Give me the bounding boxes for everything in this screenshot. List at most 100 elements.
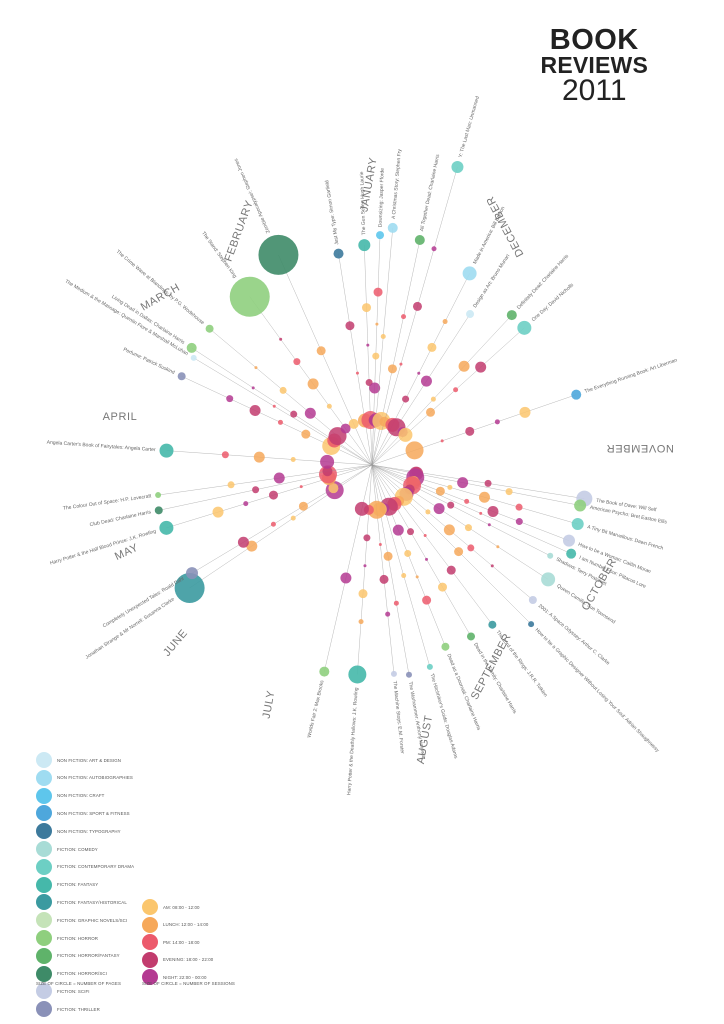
session-dot: [246, 540, 258, 552]
session-dot: [299, 485, 303, 489]
book-label: Made in America: Bill Bryson: [472, 206, 506, 266]
session-dot: [363, 564, 367, 568]
session-dot: [237, 536, 249, 548]
session-dot: [369, 382, 381, 394]
session-dot: [496, 545, 500, 549]
session-dot: [478, 491, 490, 503]
book-label: Angela Carter's Book of Fairytales: Ange…: [46, 440, 156, 454]
book-circle: [562, 534, 575, 547]
book-circle: [547, 552, 554, 559]
session-dot: [393, 600, 399, 606]
session-dot: [307, 378, 319, 390]
session-dot: [304, 407, 316, 419]
session-dot: [487, 505, 499, 517]
book-label: How to be a Graphic Designer Without Los…: [534, 627, 661, 754]
book-label: The Gun Seller: Hugh Laurie: [359, 171, 367, 235]
book-circle: [390, 670, 397, 677]
session-dot: [375, 322, 379, 326]
book-label: Definitely Dead: Charlaine Harris: [516, 253, 570, 311]
book-label: Harry Potter & the Half Blood Prince: J.…: [49, 528, 157, 566]
session-dot: [326, 403, 332, 409]
book-circle: [358, 239, 371, 252]
book-circle: [154, 506, 163, 515]
session-dot: [328, 483, 339, 494]
session-dot: [254, 366, 258, 370]
book-circle: [426, 663, 433, 670]
book-circle: [566, 548, 577, 559]
session-dot: [387, 364, 397, 374]
book-circle: [414, 235, 425, 246]
session-dot: [490, 564, 494, 568]
book-label: Perfume: Patrick Suskind: [122, 347, 176, 376]
session-dot: [293, 358, 301, 366]
session-dot: [340, 572, 352, 584]
book-label: The Colour Out of Space: H.P. Lovecraft: [63, 493, 153, 511]
session-dot: [380, 333, 386, 339]
session-dot: [438, 582, 447, 592]
book-circle: [174, 573, 205, 604]
book-label: The Machine Stops: E.M. Forster: [391, 681, 405, 755]
session-dot: [373, 287, 383, 297]
session-dot: [379, 574, 389, 584]
session-dot: [423, 534, 427, 538]
session-dot: [467, 544, 475, 552]
session-dot: [475, 361, 487, 373]
spoke-line: [191, 464, 373, 574]
session-dot: [221, 451, 229, 459]
session-dot: [363, 534, 371, 542]
session-dot: [399, 362, 403, 366]
session-dot: [227, 481, 235, 489]
session-dot: [212, 506, 224, 518]
session-dot: [415, 575, 419, 579]
spoke-line: [324, 464, 373, 672]
session-dot: [465, 426, 475, 436]
spoke-line: [166, 450, 373, 466]
spoke-line: [371, 464, 431, 667]
session-dot: [427, 342, 437, 352]
book-label: Queen Camilla: Sue Townsend: [556, 583, 617, 625]
spoke-line: [357, 464, 373, 675]
session-dot: [494, 419, 500, 425]
spoke-line: [371, 273, 470, 466]
session-dot: [290, 410, 298, 418]
session-dot: [251, 386, 255, 390]
session-dot: [398, 427, 413, 442]
session-dot: [340, 423, 351, 434]
book-label: Downsizing: Jasper Fforde: [378, 168, 386, 228]
session-dot: [454, 547, 464, 557]
book-label: Y: The Last Man: Unmanned: [458, 95, 481, 158]
book-circle: [159, 443, 174, 458]
session-dot: [298, 501, 308, 511]
session-dot: [404, 549, 412, 557]
session-dot: [345, 321, 355, 331]
session-dot: [519, 406, 531, 418]
book-label: Just My Type: Simon Garfield: [324, 180, 340, 246]
book-circle: [258, 234, 299, 275]
book-circle: [467, 632, 475, 641]
month-label-july: JULY: [261, 689, 278, 719]
session-dot: [442, 319, 448, 325]
book-circle: [333, 248, 344, 259]
book-circle: [571, 517, 584, 530]
book-circle: [517, 320, 532, 335]
session-dot: [252, 486, 260, 494]
book-circle: [190, 354, 197, 361]
session-dot: [270, 521, 276, 527]
spoke-line: [371, 464, 395, 674]
book-label: The Everything Running Book: Art Liberma…: [584, 357, 678, 395]
book-circle: [185, 567, 198, 580]
session-dot: [301, 429, 311, 439]
book-circle: [574, 499, 587, 512]
book-label: A Christmas Story: Stephen Fry: [391, 148, 403, 219]
session-dot: [320, 454, 335, 469]
session-dot: [322, 466, 333, 477]
session-dot: [277, 419, 283, 425]
book-circle: [155, 492, 162, 499]
book-label: Club Dead: Charlaine Harris: [89, 509, 152, 528]
book-label: Harry Potter & the Deathly Hallows: J.K.…: [346, 687, 360, 795]
session-dot: [417, 371, 421, 375]
spoke-line: [371, 464, 581, 506]
spoke-line: [371, 464, 572, 554]
session-dot: [425, 509, 431, 515]
